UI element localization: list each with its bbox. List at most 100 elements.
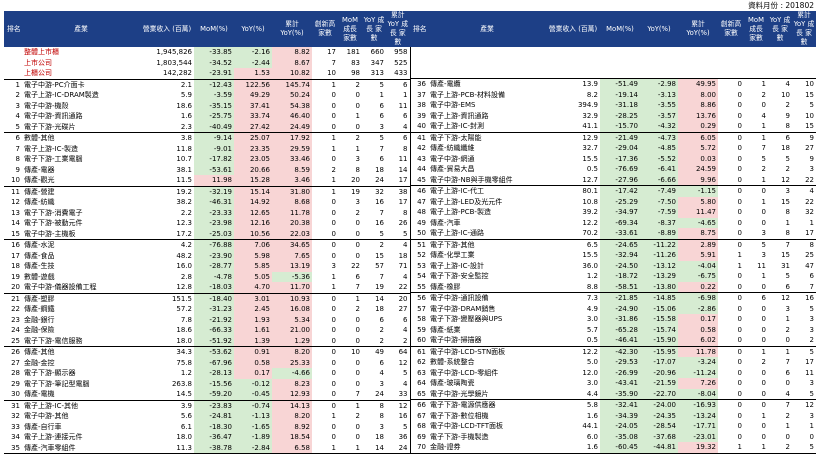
- cell-rank: 14: [11, 219, 20, 227]
- table-row: 54 電子下游-安全監控 1.2 -18.72 -13.29 -6.75 0 1 5 6: [410, 271, 816, 282]
- cell-rank: 64: [417, 379, 426, 387]
- cell-industry: 傳產-觀光: [24, 176, 55, 184]
- cell-rank: 55: [417, 282, 426, 291]
- cell-mom: -24.90: [600, 303, 640, 314]
- cell-rank: [410, 58, 428, 69]
- cell-yoy-growth: 8: [362, 399, 386, 411]
- cell-yoy: -15.58: [640, 314, 678, 325]
- cell-industry: 傳產-鋼鐵: [24, 305, 55, 313]
- cell-yoy-growth: 3: [785, 304, 790, 313]
- cell-rank: [4, 68, 22, 79]
- table-row: 30 傳產-電機 14.5 -59.20 -0.45 12.93 0 7 24 33: [4, 389, 411, 400]
- cell-mom-growth: [744, 47, 768, 58]
- cell-mom-growth: 1: [761, 122, 766, 130]
- cell-revenue: 13.9: [546, 78, 600, 90]
- table-row: 23 金融-銀行 7.8 -21.92 1.93 5.34 0 0 6 6: [4, 314, 411, 325]
- cell-rank: 54: [417, 272, 426, 280]
- table-row: 9 傳產-電器 38.1 -53.61 20.66 8.59 2 8 18 14: [4, 164, 411, 175]
- cell-mom: -34.97: [600, 207, 640, 218]
- summary-row: 上櫃公司 142,282 -23.91 1.53 10.82 10 98 313 433: [4, 68, 411, 79]
- cell-yoy-growth: 6: [379, 112, 384, 120]
- table-row: [410, 47, 816, 58]
- cell-rank: 34: [11, 433, 20, 441]
- cell-revenue: 41.1: [582, 122, 598, 130]
- cell-mom-growth: 0: [355, 101, 360, 110]
- cell-yoy-growth: 7: [768, 399, 792, 411]
- cell-cum-yoy: 5.72: [678, 143, 718, 154]
- cell-rank: 36: [410, 78, 428, 90]
- cell-yoy: 1.53: [234, 68, 272, 79]
- cell-yoy-growth: 6: [785, 368, 790, 377]
- header-industry: 產業: [22, 11, 140, 47]
- header-yoy: YoY(%): [234, 11, 272, 47]
- cell-revenue: 70.2: [582, 229, 598, 237]
- cell-cum-yoy-growth: 4: [386, 378, 411, 389]
- cell-yoy: -6.41: [640, 164, 678, 175]
- cell-industry: 傳產-電纜: [428, 78, 546, 90]
- cell-yoy: -24.00: [640, 399, 678, 411]
- cell-rank: 23: [11, 315, 20, 324]
- cell-revenue: 18.0: [176, 336, 192, 345]
- cell-industry: 電子下游-筆記型電腦: [24, 379, 90, 388]
- cell-revenue: 2.3: [180, 122, 192, 131]
- cell-record-high: 0: [718, 131, 744, 143]
- cell-cum-yoy-growth: 16: [792, 292, 816, 304]
- cell-yoy-growth: 7: [379, 208, 384, 217]
- cell-cum-yoy-growth: 47: [805, 261, 814, 270]
- cell-yoy-growth: 14: [362, 442, 386, 454]
- cell-yoy: -2.16: [234, 47, 272, 58]
- cell-record-high: 1: [312, 78, 338, 90]
- cell-industry: 傳產-汽車: [430, 218, 461, 227]
- table-row: 58 電子下游-變壓器與UPS 3.0 -31.86 -15.58 0.17 0 0 1 3: [410, 314, 816, 325]
- cell-cum-yoy: 34.65: [272, 239, 312, 251]
- cell-industry: 電子中游-掃描器: [430, 336, 482, 344]
- cell-cum-yoy-growth: 7: [809, 282, 814, 291]
- cell-mom: -33.61: [600, 228, 640, 239]
- cell-cum-yoy: 8.67: [272, 57, 312, 68]
- cell-rank: 12: [11, 198, 20, 206]
- cell-cum-yoy-growth: 15: [805, 90, 814, 99]
- cell-rank: 4: [15, 112, 20, 120]
- cell-yoy-growth: 4: [785, 389, 790, 398]
- cell-revenue: 4.4: [586, 389, 598, 398]
- cell-yoy-growth: 1: [785, 315, 790, 323]
- cell-cum-yoy: 6.05: [678, 131, 718, 143]
- cell-revenue: 10.7: [176, 155, 192, 163]
- cell-yoy-growth: 3: [379, 379, 384, 388]
- cell-mom: -23.83: [194, 399, 234, 411]
- cell-cum-yoy: 5.34: [272, 314, 312, 325]
- cell-yoy-growth: 1: [785, 422, 790, 430]
- cell-industry: 電子上游-IC-代工: [428, 185, 546, 197]
- cell-cum-yoy: 0.29: [678, 121, 718, 132]
- cell-cum-yoy: 2.89: [678, 238, 718, 250]
- cell-record-high: 0: [737, 272, 742, 280]
- cell-mom-growth: 2: [355, 208, 360, 217]
- cell-yoy-growth: 0: [785, 379, 790, 387]
- cell-revenue: 32.9: [582, 111, 598, 120]
- cell-yoy-growth: 14: [362, 292, 386, 304]
- cell-mom: -26.99: [600, 367, 640, 378]
- cell-mom: -25.29: [600, 196, 640, 207]
- cell-mom: -4.78: [194, 271, 234, 282]
- cell-mom: -46.41: [600, 335, 640, 346]
- cell-revenue: 7.3: [546, 292, 600, 304]
- cell-mom: -15.70: [600, 121, 640, 132]
- cell-mom-growth: 83: [351, 58, 360, 67]
- cell-cum-yoy: 8.68: [272, 197, 312, 208]
- cell-cum-yoy: -4.04: [678, 260, 718, 271]
- cell-revenue: 394.9: [577, 101, 598, 109]
- cell-industry: 數體-遊戲: [24, 272, 55, 281]
- table-row: 5 電子下游-光碟片 2.3 -40.49 27.42 24.49 0 0 3 4: [4, 121, 411, 133]
- cell-record-high: 0: [737, 175, 742, 184]
- cell-cum-yoy: -17.71: [678, 421, 718, 432]
- cell-yoy: -4.73: [640, 131, 678, 143]
- cell-mom-growth: 1: [744, 442, 768, 454]
- cell-yoy-growth: 7: [379, 272, 384, 281]
- cell-cum-yoy: 7.65: [272, 250, 312, 261]
- cell-record-high: 0: [331, 155, 336, 163]
- cell-record-high: 1: [737, 251, 742, 259]
- cell-rank: 49: [417, 218, 426, 227]
- cell-record-high: 17: [327, 48, 336, 56]
- cell-record-high: 0: [331, 315, 336, 324]
- header-record-high: 創新高家數: [718, 11, 744, 47]
